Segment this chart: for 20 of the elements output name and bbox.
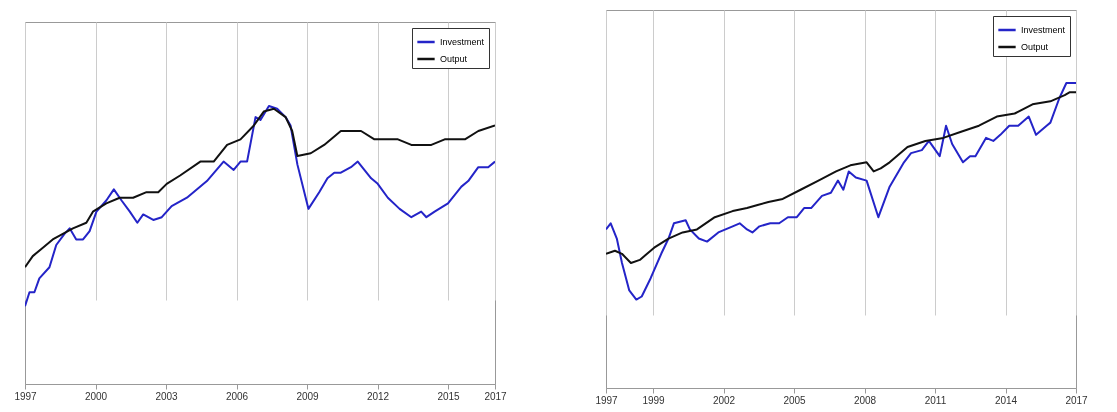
- x-tick-label: 1997: [595, 394, 619, 406]
- x-tick-label: 1999: [642, 394, 666, 406]
- x-tick-label: 2008: [853, 394, 877, 406]
- x-tick-label: 2009: [296, 390, 320, 402]
- x-tick-label: 2012: [366, 390, 390, 402]
- x-tick-label: 2006: [225, 390, 249, 402]
- x-tick-label: 2011: [924, 394, 947, 406]
- legend-label: Output: [1021, 42, 1049, 52]
- x-tick-label: 2015: [437, 390, 461, 402]
- x-tick-label: 1997: [14, 390, 38, 402]
- x-tick-label: 2017: [484, 390, 508, 402]
- x-tick-label: 2014: [994, 394, 1018, 406]
- x-tick-label: 2000: [84, 390, 108, 402]
- x-tick-label: 2017: [1065, 394, 1089, 406]
- x-tick-label: 2005: [783, 394, 807, 406]
- x-tick-label: 2002: [712, 394, 736, 406]
- legend-label: Investment: [440, 37, 485, 47]
- x-tick-label: 2003: [155, 390, 179, 402]
- legend-label: Investment: [1021, 25, 1066, 35]
- legend-label: Output: [440, 54, 468, 64]
